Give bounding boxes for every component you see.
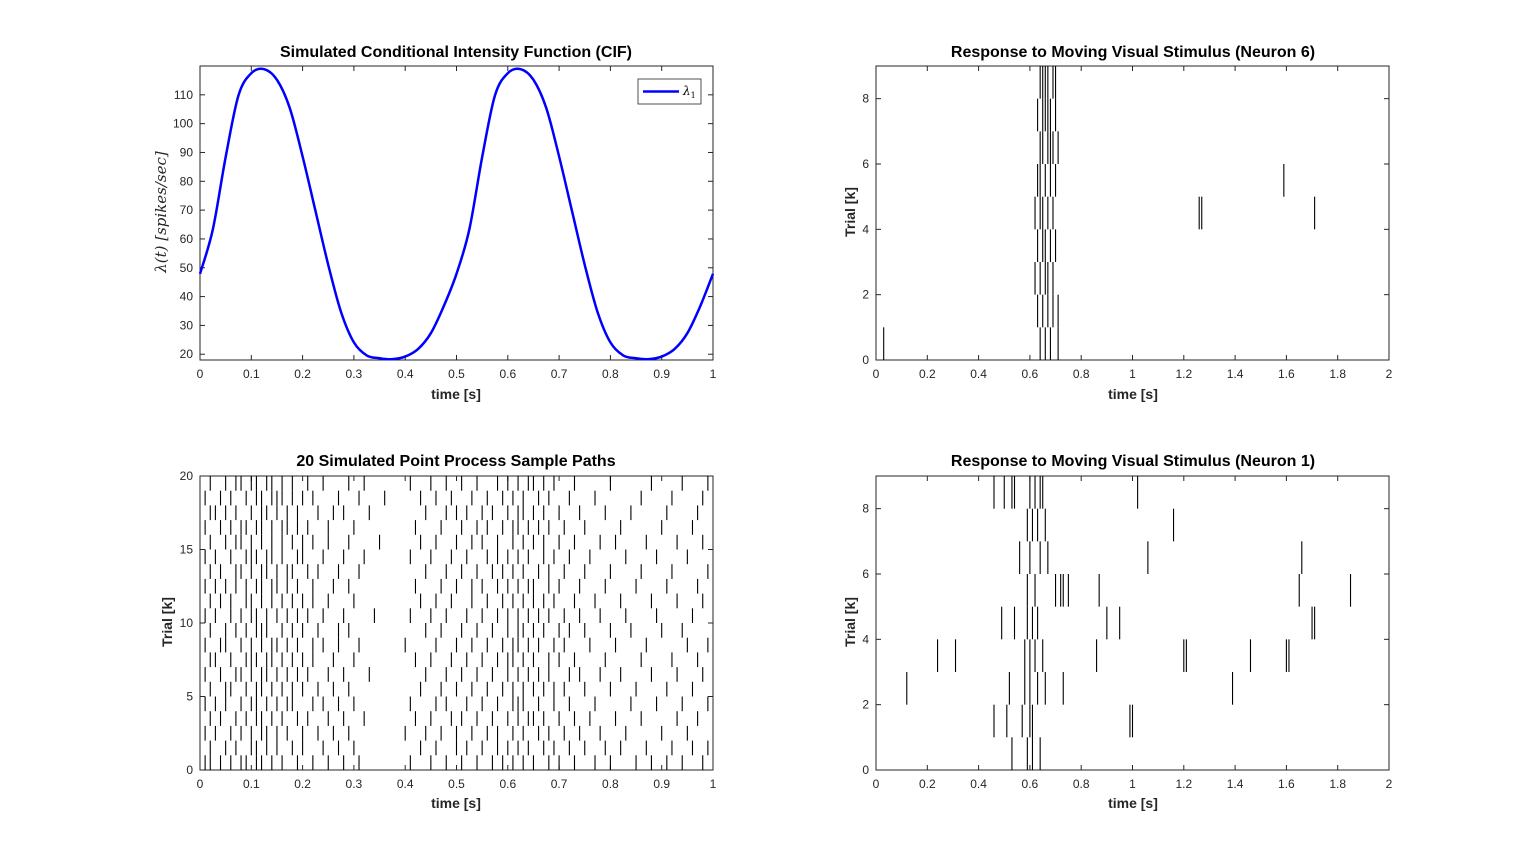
x-tick-label: 0.3 <box>346 777 363 791</box>
y-tick-label: 50 <box>180 261 194 275</box>
y-tick-label: 20 <box>180 347 194 361</box>
x-tick-label: 1 <box>710 367 717 381</box>
cif-title: Simulated Conditional Intensity Function… <box>280 44 632 61</box>
y-tick-label: 2 <box>862 288 869 302</box>
x-tick-label: 0.8 <box>1073 777 1090 791</box>
raster20-panel: 20 Simulated Point Process Sample Paths … <box>159 453 717 811</box>
x-tick-label: 0 <box>197 367 204 381</box>
y-tick-label: 5 <box>186 690 193 704</box>
x-tick-label: 1.2 <box>1175 367 1192 381</box>
x-tick-label: 1 <box>710 777 717 791</box>
neuron6-xlabel: time [s] <box>1108 386 1158 402</box>
cif-series-line <box>198 67 715 361</box>
y-tick-label: 6 <box>862 157 869 171</box>
x-tick-label: 0 <box>873 777 880 791</box>
x-tick-label: 1.4 <box>1227 777 1244 791</box>
x-tick-label: 0 <box>197 777 204 791</box>
x-tick-label: 1.6 <box>1278 777 1295 791</box>
y-tick-label: 4 <box>862 222 869 236</box>
x-tick-label: 0.6 <box>1022 367 1039 381</box>
x-tick-label: 0.6 <box>1022 777 1039 791</box>
x-tick-label: 0.7 <box>551 367 568 381</box>
cif-panel: Simulated Conditional Intensity Function… <box>152 44 717 402</box>
y-tick-label: 4 <box>862 632 869 646</box>
x-tick-label: 0.6 <box>499 367 516 381</box>
y-tick-label: 60 <box>180 232 194 246</box>
y-tick-label: 110 <box>174 88 193 102</box>
neuron6-title: Response to Moving Visual Stimulus (Neur… <box>951 44 1315 61</box>
x-tick-label: 0.8 <box>602 777 619 791</box>
raster20-ylabel: Trial [k] <box>159 597 175 647</box>
y-tick-label: 6 <box>862 567 869 581</box>
x-tick-label: 1.8 <box>1329 367 1346 381</box>
x-tick-label: 0.9 <box>653 367 670 381</box>
cif-xlabel: time [s] <box>431 386 481 402</box>
neuron6-ylabel: Trial [k] <box>842 187 858 237</box>
y-tick-label: 30 <box>180 318 194 332</box>
x-tick-label: 0.4 <box>397 777 414 791</box>
neuron1-ylabel: Trial [k] <box>842 597 858 647</box>
raster20-title: 20 Simulated Point Process Sample Paths <box>296 453 615 470</box>
x-tick-label: 0 <box>873 367 880 381</box>
y-tick-label: 70 <box>180 203 194 217</box>
legend: λ1 <box>637 78 702 105</box>
y-tick-label: 0 <box>862 353 869 367</box>
y-tick-label: 8 <box>862 92 869 106</box>
x-tick-label: 0.2 <box>294 777 311 791</box>
x-tick-label: 1.4 <box>1227 367 1244 381</box>
neuron1-xlabel: time [s] <box>1108 795 1158 811</box>
plot-area-frame <box>875 65 1390 361</box>
legend-subscript: 1 <box>691 91 696 100</box>
x-tick-label: 0.5 <box>448 367 465 381</box>
y-tick-label: 80 <box>180 174 194 188</box>
x-tick-label: 0.1 <box>243 367 260 381</box>
legend-symbol: λ <box>682 84 691 98</box>
y-tick-label: 90 <box>180 145 194 159</box>
y-tick-label: 20 <box>180 469 194 483</box>
y-tick-label: 2 <box>862 698 869 712</box>
x-tick-label: 1 <box>1129 777 1136 791</box>
y-tick-label: 40 <box>180 290 194 304</box>
x-tick-label: 2 <box>1386 777 1393 791</box>
x-tick-label: 0.4 <box>970 777 987 791</box>
legend-entry: λ1 <box>682 84 696 100</box>
x-tick-label: 1.6 <box>1278 367 1295 381</box>
x-tick-label: 0.2 <box>294 367 311 381</box>
y-tick-label: 0 <box>862 763 869 777</box>
x-tick-label: 0.7 <box>551 777 568 791</box>
x-tick-label: 0.8 <box>602 367 619 381</box>
x-tick-label: 0.6 <box>499 777 516 791</box>
x-tick-label: 0.3 <box>346 367 363 381</box>
x-tick-label: 1 <box>1129 367 1136 381</box>
y-tick-label: 10 <box>180 616 194 630</box>
cif-ylabel: λ(t) [spikes/sec] <box>152 151 170 274</box>
x-tick-label: 0.2 <box>919 777 936 791</box>
plot-area-frame <box>199 65 714 361</box>
y-tick-label: 15 <box>180 543 194 557</box>
y-tick-label: 8 <box>862 502 869 516</box>
x-tick-label: 0.9 <box>653 777 670 791</box>
x-tick-label: 0.4 <box>970 367 987 381</box>
x-tick-label: 0.1 <box>243 777 260 791</box>
y-tick-label: 100 <box>173 117 193 131</box>
x-tick-label: 1.8 <box>1329 777 1346 791</box>
neuron6-panel: Response to Moving Visual Stimulus (Neur… <box>842 44 1393 402</box>
x-tick-label: 0.5 <box>448 777 465 791</box>
neuron1-title: Response to Moving Visual Stimulus (Neur… <box>951 453 1315 470</box>
raster20-xlabel: time [s] <box>431 795 481 811</box>
x-tick-label: 0.4 <box>397 367 414 381</box>
x-tick-label: 0.8 <box>1073 367 1090 381</box>
neuron1-panel: Response to Moving Visual Stimulus (Neur… <box>842 453 1393 811</box>
y-tick-label: 0 <box>186 763 193 777</box>
x-tick-label: 1.2 <box>1175 777 1192 791</box>
x-tick-label: 2 <box>1386 367 1393 381</box>
x-tick-label: 0.2 <box>919 367 936 381</box>
